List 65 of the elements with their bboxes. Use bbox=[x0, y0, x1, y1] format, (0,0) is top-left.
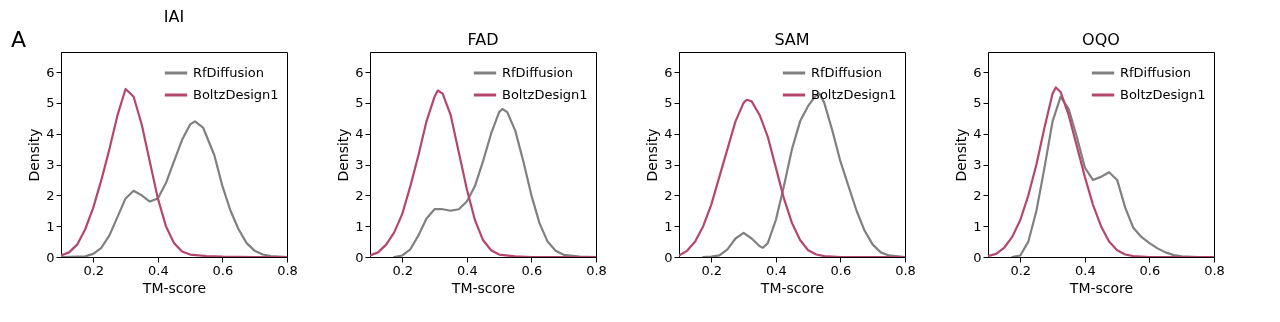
y-tick-label: 4 bbox=[355, 126, 364, 142]
y-tick-label: 0 bbox=[973, 249, 982, 265]
legend-label: BoltzDesign1 bbox=[1120, 87, 1206, 102]
y-tick-label: 6 bbox=[973, 64, 982, 80]
y-tick-label: 5 bbox=[664, 95, 673, 111]
y-tick-label: 1 bbox=[46, 218, 55, 234]
legend-label: BoltzDesign1 bbox=[193, 87, 279, 102]
y-axis-title: Density bbox=[953, 128, 970, 182]
legend-label: RfDiffusion bbox=[502, 65, 574, 80]
y-tick-label: 3 bbox=[973, 157, 982, 173]
y-tick-label: 5 bbox=[973, 95, 982, 111]
x-tick-label: 0.6 bbox=[1139, 262, 1161, 278]
x-tick-label: 0.6 bbox=[212, 262, 234, 278]
x-tick-label: 0.4 bbox=[766, 262, 787, 278]
chart-title: SAM bbox=[774, 30, 810, 49]
x-tick-label: 0.6 bbox=[521, 262, 543, 278]
chart-title: IAI bbox=[163, 7, 185, 26]
y-tick-label: 5 bbox=[355, 95, 364, 111]
x-tick-label: 0.2 bbox=[83, 262, 105, 278]
y-tick-label: 1 bbox=[664, 218, 673, 234]
y-tick-label: 2 bbox=[664, 187, 673, 203]
y-tick-label: 0 bbox=[355, 249, 364, 265]
legend-label: RfDiffusion bbox=[811, 65, 883, 80]
y-tick-label: 6 bbox=[46, 64, 55, 80]
legend-label: RfDiffusion bbox=[193, 65, 265, 80]
y-tick-label: 5 bbox=[46, 95, 55, 111]
y-tick-label: 3 bbox=[664, 157, 673, 173]
x-tick-label: 0.6 bbox=[830, 262, 852, 278]
x-tick-label: 0.8 bbox=[586, 262, 607, 278]
y-tick-label: 2 bbox=[973, 187, 982, 203]
x-tick-label: 0.8 bbox=[1204, 262, 1225, 278]
y-tick-label: 3 bbox=[46, 157, 55, 173]
x-tick-label: 0.4 bbox=[457, 262, 478, 278]
x-axis-title: TM-score bbox=[1068, 279, 1134, 296]
x-tick-label: 0.8 bbox=[277, 262, 298, 278]
x-tick-label: 0.2 bbox=[701, 262, 723, 278]
text: A bbox=[11, 27, 27, 52]
x-tick-label: 0.2 bbox=[392, 262, 414, 278]
y-tick-label: 2 bbox=[355, 187, 364, 203]
y-axis-title: Density bbox=[26, 128, 43, 182]
legend-label: BoltzDesign1 bbox=[502, 87, 588, 102]
y-tick-label: 4 bbox=[973, 126, 982, 142]
chart-title: OQO bbox=[1082, 30, 1120, 49]
y-tick-label: 4 bbox=[664, 126, 673, 142]
y-tick-label: 0 bbox=[664, 249, 673, 265]
x-axis-title: TM-score bbox=[450, 279, 516, 296]
y-tick-label: 3 bbox=[355, 157, 364, 173]
y-tick-label: 2 bbox=[46, 187, 55, 203]
x-tick-label: 0.4 bbox=[1075, 262, 1096, 278]
legend-label: RfDiffusion bbox=[1120, 65, 1192, 80]
x-tick-label: 0.2 bbox=[1010, 262, 1032, 278]
x-tick-label: 0.4 bbox=[148, 262, 169, 278]
x-axis-title: TM-score bbox=[141, 279, 207, 296]
y-tick-label: 4 bbox=[46, 126, 55, 142]
legend-label: BoltzDesign1 bbox=[811, 87, 897, 102]
y-tick-label: 6 bbox=[355, 64, 364, 80]
y-tick-label: 1 bbox=[973, 218, 982, 234]
y-tick-label: 1 bbox=[355, 218, 364, 234]
x-axis-title: TM-score bbox=[759, 279, 825, 296]
chart-title: FAD bbox=[467, 30, 499, 49]
x-tick-label: 0.8 bbox=[895, 262, 916, 278]
y-axis-title: Density bbox=[335, 128, 352, 182]
y-tick-label: 6 bbox=[664, 64, 673, 80]
y-axis-title: Density bbox=[644, 128, 661, 182]
y-tick-label: 0 bbox=[46, 249, 55, 265]
